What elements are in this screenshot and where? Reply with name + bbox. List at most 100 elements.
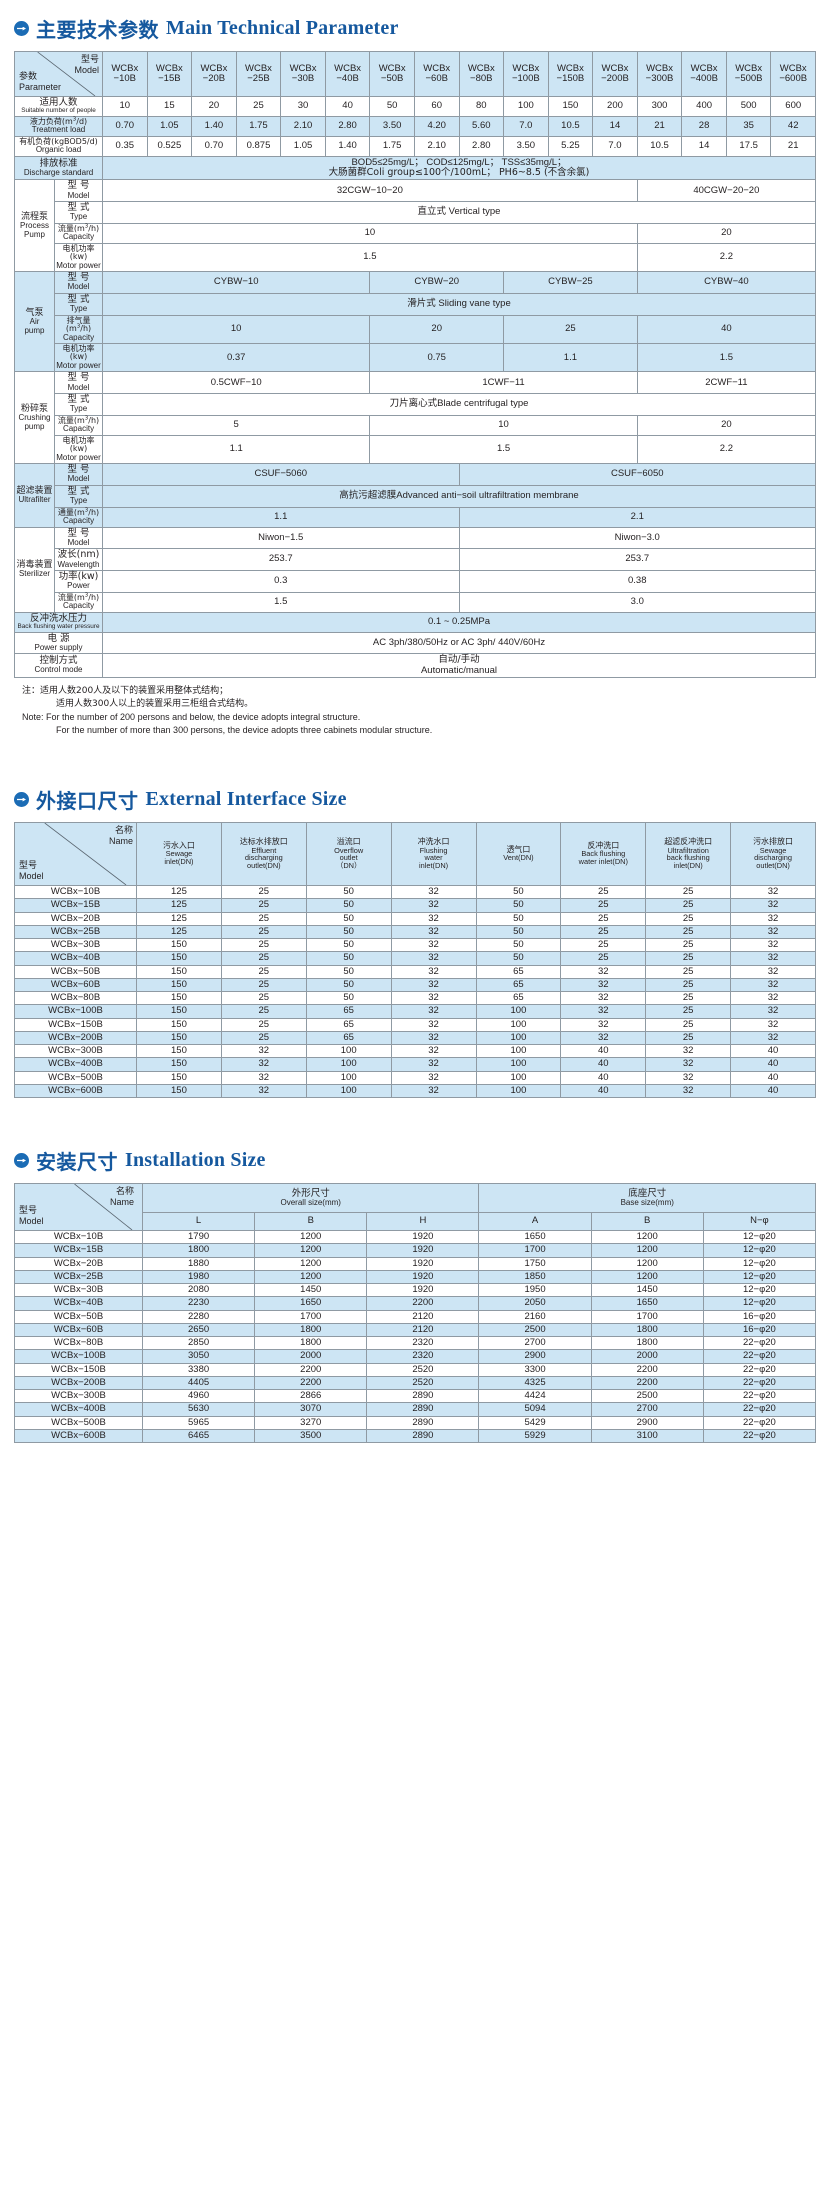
data-cell: 32 [645, 1070, 732, 1085]
column-header-cell: 透气口 Vent(DN) [475, 822, 562, 886]
data-cell: 20 [191, 96, 237, 117]
table-row: WCBx−400B 150 32 100 32 100 40 32 40 [14, 1057, 816, 1072]
table-row: 排气量(m3/h) Capacity 10 20 25 40 [15, 314, 817, 344]
model-header-cell: WCBx −10B [102, 51, 148, 97]
model-cell: WCBx−15B [14, 898, 137, 913]
table-row: WCBx−40B 150 25 50 32 50 25 25 32 [14, 951, 816, 966]
data-cell: 2650 [141, 1322, 256, 1338]
data-cell: 1450 [254, 1282, 368, 1298]
model-header-cell: WCBx −20B [191, 51, 237, 97]
data-cell: 150 [136, 937, 222, 953]
data-cell: 1650 [590, 1296, 704, 1311]
data-cell: 1750 [478, 1256, 592, 1271]
data-cell: 刀片离心式Blade centrifugal type [102, 393, 816, 416]
data-cell: 25 [220, 911, 307, 926]
data-cell: 16−φ20 [702, 1322, 817, 1338]
model-cell: WCBx−15B [14, 1243, 143, 1258]
data-cell: CYBW−10 [101, 271, 371, 294]
data-cell: 10 [101, 314, 371, 344]
data-cell: 2.10 [413, 135, 460, 157]
data-cell: 1200 [254, 1229, 368, 1245]
model-cell: WCBx−20B [14, 1256, 143, 1271]
data-cell: 65 [305, 1030, 392, 1046]
table-row: WCBx−50B 150 25 50 32 65 32 25 32 [14, 964, 816, 979]
data-cell: 1920 [366, 1269, 480, 1285]
table-row: WCBx−30B 150 25 50 32 50 25 25 32 [14, 937, 816, 953]
data-cell: 2.80 [324, 115, 371, 137]
data-cell: 2866 [254, 1388, 368, 1404]
data-cell: 253.7 [102, 548, 460, 571]
table-row: 适用人数 Suitable number of people 10 15 20 25 30 4… [14, 96, 816, 117]
model-cell: WCBx−100B [14, 1349, 143, 1364]
data-cell: Niwon−1.5 [102, 526, 460, 550]
data-cell: 20 [636, 222, 817, 244]
row-label-cell: 电机功率(kw) Motor power [54, 434, 103, 465]
data-cell: 2000 [590, 1349, 704, 1364]
data-cell: 150 [136, 964, 222, 979]
power-supply-row: 电 源 Power supply AC 3ph/380/50Hz or AC 3ph… [14, 631, 816, 655]
data-cell: 1850 [478, 1269, 592, 1285]
data-cell: 2200 [366, 1296, 480, 1311]
row-label-cell: 电机功率(kw) Motor power [54, 342, 103, 373]
data-cell: 253.7 [458, 548, 816, 571]
table-row: 型 式 Type 刀片离心式Blade centrifugal type [15, 393, 816, 416]
model-cell: WCBx−10B [14, 1229, 143, 1245]
data-cell: 32 [220, 1057, 307, 1072]
data-cell: 32 [645, 1083, 732, 1099]
data-cell: 2200 [590, 1375, 704, 1391]
data-cell: 30 [280, 96, 326, 117]
data-cell: 32 [560, 990, 647, 1006]
table-row: 粉碎泵 Crushing pump 型 号 Model 0.5CWF−10 1CWF−11 2… [14, 371, 817, 465]
row-label-cell: 型 式 Type [54, 393, 103, 416]
data-cell: 32 [730, 1030, 816, 1046]
data-cell: 14 [681, 135, 727, 157]
data-cell: 1650 [254, 1296, 368, 1311]
data-cell: 80 [458, 96, 505, 117]
data-cell: 3100 [590, 1428, 704, 1444]
data-cell: 2700 [590, 1402, 704, 1417]
data-cell: 65 [475, 964, 562, 979]
row-label-cell: 流量(m3/h) Capacity [54, 414, 103, 436]
data-cell: 2700 [478, 1335, 592, 1351]
row-label-cell: 有机负荷(kgBOD5/d) Organic load [14, 135, 103, 157]
table-row: WCBx−20B 1880 1200 1920 1750 1200 12−φ20 [14, 1256, 817, 1271]
data-cell: 50 [305, 911, 392, 926]
data-cell: 4424 [478, 1388, 592, 1404]
data-cell: 150 [136, 1004, 222, 1019]
table-subheader-row: L B H A B N−φ [15, 1212, 817, 1231]
data-cell: 100 [305, 1043, 392, 1059]
data-cell: 1790 [141, 1229, 256, 1245]
data-cell: 25 [645, 911, 732, 926]
discharge-standard-value: BOD5≤25mg/L； COD≤125mg/L； TSS≤35mg/L； 大肠菌… [102, 155, 816, 181]
data-cell: 50 [475, 898, 562, 913]
data-cell: 28 [681, 115, 727, 137]
data-cell: 10.5 [547, 115, 594, 137]
table-row: 超滤装置 Ultrafilter 型 号 Model CSUF−5060 CSUF−605… [14, 463, 816, 528]
data-cell: 22−φ20 [702, 1402, 817, 1417]
data-cell: 25 [645, 977, 732, 993]
data-cell: 25 [560, 898, 647, 913]
row-label-cell: 型 号 Model [54, 371, 103, 395]
data-cell: 自动/手动 Automatic/manual [102, 653, 816, 678]
section-title-cn: 外接口尺寸 [36, 789, 139, 813]
data-cell: 0.3 [102, 569, 460, 593]
subcolumn-header-cell: A [478, 1212, 592, 1231]
data-cell: 32 [390, 937, 477, 953]
data-cell: 32 [390, 911, 477, 926]
data-cell: 32 [390, 1004, 477, 1019]
model-header-cell: WCBx −200B [592, 51, 638, 97]
data-cell: 14 [592, 115, 638, 137]
data-cell: 15 [146, 96, 193, 117]
table-row: 型 式 Type 直立式 Vertical type [15, 201, 816, 224]
data-cell: 7.0 [592, 135, 638, 157]
data-cell: 22−φ20 [702, 1375, 817, 1391]
data-cell: 16−φ20 [702, 1309, 817, 1324]
data-cell: 25 [220, 977, 307, 993]
model-cell: WCBx−100B [14, 1004, 137, 1019]
row-label-cell: 型 式 Type [54, 292, 103, 316]
model-cell: WCBx−500B [14, 1415, 143, 1430]
data-cell: 12−φ20 [702, 1269, 817, 1285]
data-cell: 2890 [366, 1388, 480, 1404]
model-cell: WCBx−60B [14, 977, 137, 993]
row-label-cell: 液力负荷(m3/d) Treatment load [14, 115, 103, 137]
